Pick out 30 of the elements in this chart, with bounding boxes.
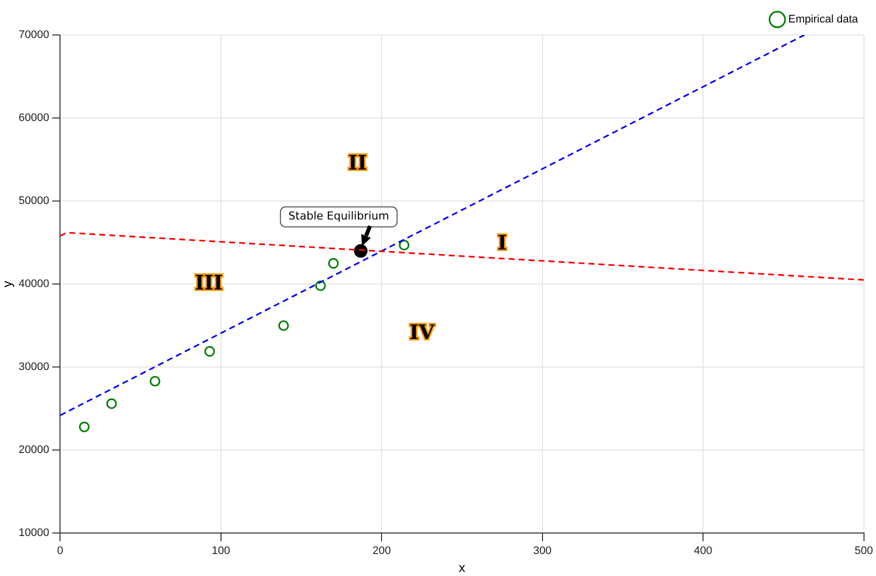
x-tick-label: 100 [212, 544, 230, 557]
y-tick-label: 20000 [18, 444, 50, 456]
point [315, 280, 326, 292]
y-tick-label: 50000 [18, 195, 50, 208]
point [328, 258, 339, 269]
y-tick-label: 60000 [18, 112, 50, 124]
x-tick-label: 500 [854, 544, 874, 557]
annotation: II [348, 150, 367, 175]
point [79, 422, 90, 432]
point [354, 244, 368, 258]
x-tick-label: 400 [694, 544, 712, 557]
x-axis-title: x [458, 560, 466, 575]
point [398, 240, 410, 250]
x-tick-label: 200 [372, 544, 391, 557]
x-tick-label: 0 [57, 544, 64, 557]
legend-label: Empirical data [788, 14, 859, 26]
annotation: I [498, 230, 507, 254]
y-axis-title: y [0, 280, 14, 288]
annotation: Stable Equilibrium [288, 210, 390, 223]
annotation: IV [409, 320, 435, 344]
x-tick-label: 300 [533, 544, 552, 557]
point [106, 398, 117, 409]
y-tick-label: 30000 [18, 361, 50, 374]
y-tick-label: 10000 [18, 527, 50, 540]
y-tick-label: 70000 [18, 29, 50, 42]
point [150, 376, 160, 387]
annotation: III [194, 270, 223, 294]
point [278, 320, 289, 331]
point [204, 346, 215, 357]
y-tick-label: 40000 [18, 278, 50, 290]
